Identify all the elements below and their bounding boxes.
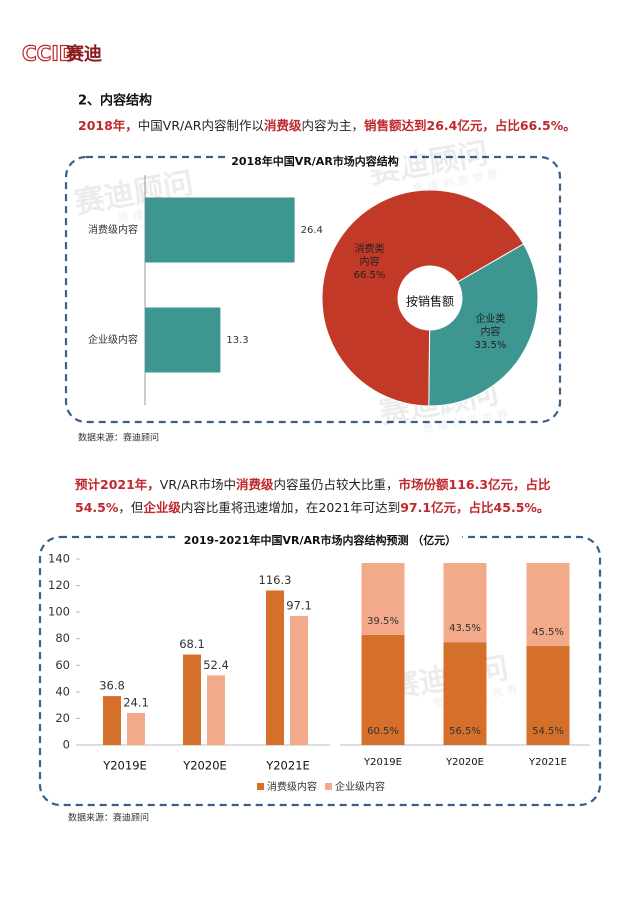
bar (207, 675, 225, 745)
section-title: 2、内容结构 (78, 93, 152, 109)
text: 中国VR/AR内容制作以 (137, 118, 264, 133)
bar (145, 307, 221, 373)
figure-title: 2019-2021年中国VR/AR市场内容结构预测 （亿元） (184, 533, 457, 547)
y-tick-label: 120 (48, 578, 70, 592)
bar (266, 590, 284, 745)
value-label: 39.5% (367, 616, 399, 627)
legend-label: 企业级内容 (335, 780, 385, 793)
category-label: 消费级内容 (88, 223, 138, 236)
bar-segment (361, 634, 405, 745)
text: ，但 (118, 500, 144, 515)
slice-label: 消费类内容 66.5% (353, 243, 387, 282)
legend-swatch (257, 783, 264, 790)
value-label: 45.5% (532, 627, 564, 638)
x-tick-label: Y2020E (445, 757, 484, 768)
emphasis: 预计2021年， (75, 477, 160, 492)
y-tick-label: 40 (55, 684, 70, 698)
y-tick-label: 140 (48, 552, 70, 566)
bar (290, 615, 308, 745)
value-label: 116.3 (259, 573, 292, 587)
x-tick-label: Y2021E (528, 757, 567, 768)
source: 数据来源：赛迪顾问 (78, 432, 159, 444)
y-tick-label: 100 (48, 605, 70, 619)
text: 内容比重将迅速增加，在2021年可达到 (180, 500, 401, 515)
slice-value: 66.5% (353, 269, 386, 281)
text: 内容虽仍占较大比重， (273, 477, 399, 492)
text: VR/AR市场中 (159, 477, 236, 492)
title-backing (177, 531, 463, 549)
value-label: 13.3 (226, 335, 248, 346)
value-label: 26.4 (301, 225, 323, 236)
source: 数据来源：赛迪顾问 (68, 812, 149, 824)
bar (145, 197, 295, 263)
y-tick-label: 20 (55, 711, 70, 725)
y-tick-label: 0 (63, 738, 70, 752)
figure-frame (38, 535, 602, 807)
slice-value: 33.5% (474, 340, 507, 352)
emphasis: 消费级 (263, 118, 302, 133)
value-label: 54.5% (532, 726, 564, 737)
emphasis: 消费级 (235, 477, 274, 492)
paragraph: 2018年，中国VR/AR内容制作以消费级内容为主，销售额达到26.4亿元，占比… (78, 114, 578, 137)
paragraph: 预计2021年，VR/AR市场中消费级内容虽仍占较大比重，市场份额116.3亿元… (75, 473, 570, 519)
bar (183, 654, 201, 745)
emphasis: 市场份额116.3亿元，占比54.5% (75, 477, 551, 515)
x-tick-label: Y2019E (102, 759, 147, 773)
value-label: 36.8 (99, 679, 125, 693)
bar-segment (526, 645, 570, 745)
slice-category: 企业类内容 (475, 314, 506, 339)
figure-title: 2018年中国VR/AR市场内容结构 (231, 154, 399, 168)
x-tick-label: Y2021E (265, 759, 310, 773)
donut-slice (428, 243, 539, 407)
emphasis: 97.1亿元，占比45.5%。 (400, 500, 550, 515)
x-tick-label: Y2020E (182, 759, 227, 773)
title-backing (225, 152, 405, 170)
y-tick-label: 80 (55, 631, 70, 645)
bar-segment (361, 563, 405, 635)
bar (127, 712, 145, 745)
bar-segment (526, 563, 570, 646)
emphasis: 企业级 (143, 500, 181, 515)
y-tick-label: 60 (55, 658, 70, 672)
value-label: 43.5% (449, 623, 481, 634)
legend-swatch (325, 783, 332, 790)
text: 内容为主， (301, 118, 365, 133)
donut-slice (321, 189, 525, 407)
bar (103, 696, 121, 745)
value-label: 56.5% (449, 726, 481, 737)
bar-segment (443, 563, 487, 643)
emphasis: 2018年， (78, 118, 138, 133)
x-tick-label: Y2019E (363, 757, 402, 768)
slice-label: 企业类内容 33.5% (473, 313, 507, 352)
value-label: 60.5% (367, 726, 399, 737)
bar-segment (443, 642, 487, 745)
logo-cjk: 赛迪 (65, 43, 102, 65)
slice-category: 消费类内容 (354, 243, 385, 268)
center-label: 按销售额 (406, 294, 454, 309)
value-label: 68.1 (179, 637, 205, 651)
emphasis: 销售额达到26.4亿元，占比66.5%。 (364, 118, 576, 133)
category-label: 企业级内容 (88, 333, 138, 346)
legend-label: 消费级内容 (267, 780, 317, 793)
value-label: 52.4 (203, 658, 229, 672)
logo-latin: CCID (22, 42, 75, 66)
value-label: 97.1 (286, 598, 312, 612)
value-label: 24.1 (123, 695, 149, 709)
